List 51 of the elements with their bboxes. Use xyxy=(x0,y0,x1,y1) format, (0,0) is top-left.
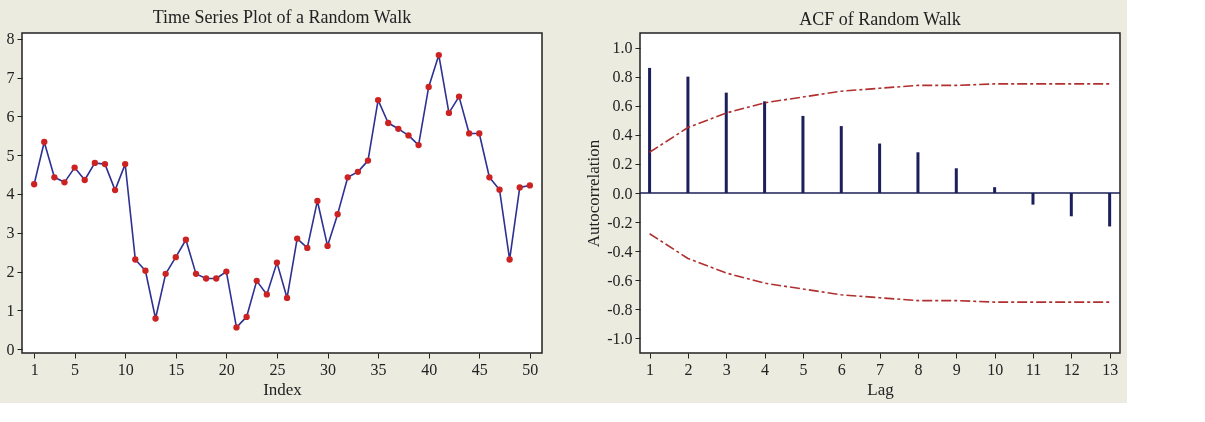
y-tick-label: -0.2 xyxy=(607,213,633,231)
y-tick-label: 7 xyxy=(6,69,15,87)
y-tick-label: 2 xyxy=(6,263,15,281)
y-tick-label: -0.4 xyxy=(607,242,633,260)
x-tick-label: 50 xyxy=(522,360,539,378)
x-tick-label: 10 xyxy=(117,360,134,378)
x-tick-label: 13 xyxy=(1102,360,1119,378)
line-series xyxy=(648,83,1111,154)
y-tick-label: 0.4 xyxy=(612,126,633,144)
x-tick-label: 30 xyxy=(320,360,337,378)
y-tick-label: -1.0 xyxy=(607,329,633,347)
x-tick-label: 9 xyxy=(952,360,961,378)
y-tick-label: 0.0 xyxy=(612,184,633,202)
x-axis-title: Index xyxy=(263,379,303,399)
x-tick-label: 12 xyxy=(1063,360,1080,378)
x-tick-label: 45 xyxy=(471,360,488,378)
x-tick-label: 8 xyxy=(914,360,923,378)
y-tick-label: 0.6 xyxy=(612,97,633,115)
y-tick-label: 8 xyxy=(6,30,15,48)
y-axis-title: Autocorrelation xyxy=(584,139,604,248)
x-tick-label: 5 xyxy=(71,360,80,378)
line-series xyxy=(648,232,1111,303)
x-tick-label: 1 xyxy=(646,360,655,378)
x-tick-label: 6 xyxy=(837,360,846,378)
y-tick-label: 1.0 xyxy=(612,39,633,57)
x-tick-label: 35 xyxy=(370,360,387,378)
x-tick-label: 20 xyxy=(218,360,235,378)
x-tick-label: 40 xyxy=(421,360,438,378)
x-tick-label: 3 xyxy=(722,360,731,378)
x-tick-label: 10 xyxy=(987,360,1004,378)
y-tick-label: 1 xyxy=(6,301,15,319)
y-tick-label: -0.8 xyxy=(607,300,633,318)
x-axis-title: Lag xyxy=(867,379,895,399)
y-tick-label: -0.6 xyxy=(607,271,633,289)
chart-title: ACF of Random Walk xyxy=(799,9,961,29)
x-tick-label: 15 xyxy=(168,360,185,378)
y-tick-label: 3 xyxy=(6,224,15,242)
chart-title: Time Series Plot of a Random Walk xyxy=(152,6,412,27)
x-tick-label: 2 xyxy=(684,360,693,378)
y-tick-label: 0.8 xyxy=(612,68,633,86)
y-tick-label: 5 xyxy=(6,146,15,164)
y-tick-label: 0.2 xyxy=(612,155,633,173)
y-tick-label: 4 xyxy=(6,185,15,203)
x-tick-label: 5 xyxy=(799,360,808,378)
x-tick-label: 25 xyxy=(269,360,286,378)
y-tick-label: 0 xyxy=(6,340,15,358)
y-tick-label: 6 xyxy=(6,107,15,125)
x-tick-label: 11 xyxy=(1025,360,1042,378)
x-tick-label: 1 xyxy=(30,360,39,378)
x-tick-label: 4 xyxy=(761,360,770,378)
x-tick-label: 7 xyxy=(876,360,885,378)
